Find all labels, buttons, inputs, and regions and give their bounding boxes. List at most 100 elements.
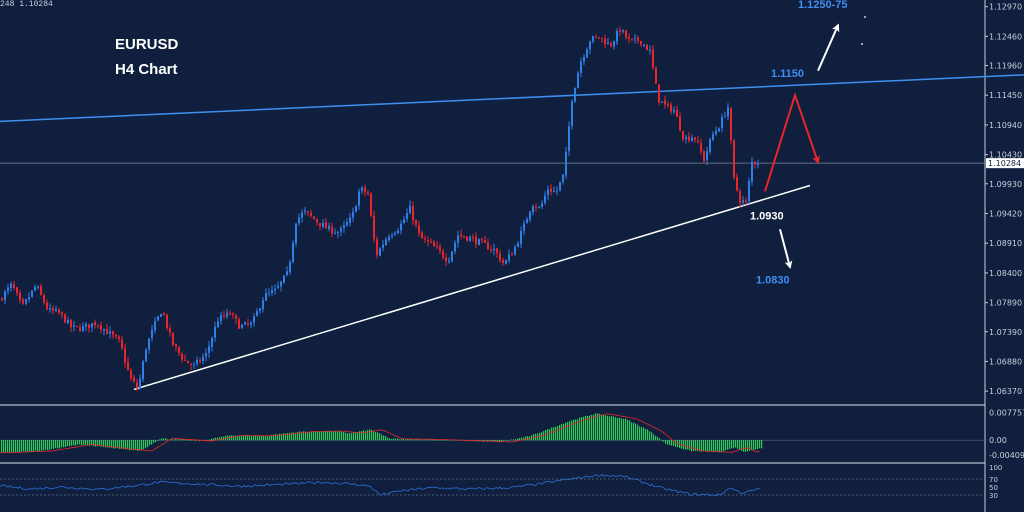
bear-candle	[460, 234, 462, 237]
price-tick-label: 1.10940	[989, 121, 1022, 130]
bull-candle	[289, 261, 291, 273]
macd-bar	[495, 440, 497, 442]
macd-bar	[691, 440, 693, 452]
price-tick-label: 1.06370	[989, 387, 1022, 396]
current-price-box	[986, 158, 1024, 169]
macd-bar	[493, 440, 495, 442]
macd-bar	[321, 431, 323, 441]
macd-bar	[137, 440, 139, 451]
bull-candle	[574, 87, 576, 102]
macd-bar	[103, 440, 105, 448]
macd-bar	[283, 433, 285, 441]
rsi-tick-label: 50	[989, 484, 998, 492]
bear-candle	[412, 205, 414, 221]
macd-bar	[167, 439, 169, 441]
macd-bar	[11, 440, 13, 452]
macd-bar	[307, 432, 309, 441]
bull-candle	[304, 210, 306, 212]
projection-red-scenario	[764, 92, 820, 192]
macd-bar	[603, 415, 605, 441]
bull-candle	[718, 128, 720, 132]
macd-bar	[655, 435, 657, 441]
bear-candle	[640, 40, 642, 45]
macd-bar	[375, 431, 377, 441]
macd-bar	[215, 437, 217, 441]
macd-bar	[555, 426, 557, 441]
macd-bar	[17, 440, 19, 453]
macd-bar	[33, 440, 35, 452]
bull-candle	[268, 292, 270, 294]
macd-bar	[323, 431, 325, 441]
bull-candle	[517, 243, 519, 247]
bear-candle	[115, 335, 117, 337]
bear-candle	[43, 295, 45, 303]
macd-bar	[351, 433, 353, 441]
macd-bar	[85, 440, 87, 446]
bull-candle	[553, 191, 555, 193]
macd-bar	[403, 438, 405, 441]
grid-layer	[0, 0, 986, 512]
macd-bar	[595, 413, 597, 441]
bear-candle	[52, 307, 54, 311]
bull-candle	[724, 116, 726, 118]
macd-bar	[209, 439, 211, 441]
macd-bar	[629, 420, 631, 441]
macd-bar	[549, 429, 551, 441]
bull-candle	[73, 325, 75, 327]
macd-bar	[19, 440, 21, 453]
macd-bar	[431, 439, 433, 441]
macd-bar	[347, 433, 349, 441]
bull-candle	[337, 231, 339, 234]
macd-bar	[275, 434, 277, 441]
macd-bar	[525, 436, 527, 441]
bear-candle	[610, 43, 612, 46]
macd-bar	[711, 440, 713, 452]
macd-bar	[3, 440, 5, 453]
bear-candle	[376, 239, 378, 256]
macd-bar	[501, 440, 503, 442]
bear-candle	[229, 313, 231, 315]
bull-candle	[157, 316, 159, 321]
macd-bar	[607, 415, 609, 441]
bull-candle	[250, 322, 252, 325]
bear-candle	[235, 315, 237, 319]
macd-bar	[409, 438, 411, 441]
macd-bar	[331, 431, 333, 441]
bull-candle	[277, 285, 279, 288]
macd-bar	[313, 430, 315, 441]
macd-bar	[105, 440, 107, 448]
bull-candle	[253, 316, 255, 323]
macd-bar	[645, 428, 647, 441]
bear-candle	[373, 215, 375, 240]
bull-candle	[145, 349, 147, 362]
bear-candle	[463, 235, 465, 238]
bear-candle	[175, 344, 177, 347]
macd-bar	[641, 427, 643, 441]
macd-bar	[67, 440, 69, 447]
macd-bar	[585, 415, 587, 441]
price-tick-label: 1.11960	[989, 62, 1022, 71]
bear-candle	[187, 360, 189, 364]
macd-bar	[117, 440, 119, 449]
macd-bar	[383, 435, 385, 441]
bear-candle	[16, 287, 18, 294]
macd-bar	[251, 436, 253, 441]
bear-candle	[499, 253, 501, 261]
bear-candle	[466, 236, 468, 241]
bull-candle	[262, 300, 264, 310]
bull-candle	[649, 49, 651, 51]
bear-candle	[421, 232, 423, 239]
macd-bar	[119, 440, 121, 449]
bull-candle	[589, 41, 591, 50]
macd-bar	[249, 435, 251, 441]
bull-candle	[379, 248, 381, 256]
macd-bar	[713, 440, 715, 453]
marker-dot	[861, 43, 863, 45]
bull-candle	[520, 230, 522, 245]
macd-bar	[393, 438, 395, 441]
macd-bar	[617, 417, 619, 441]
bear-candle	[436, 246, 438, 248]
bear-candle	[40, 286, 42, 295]
